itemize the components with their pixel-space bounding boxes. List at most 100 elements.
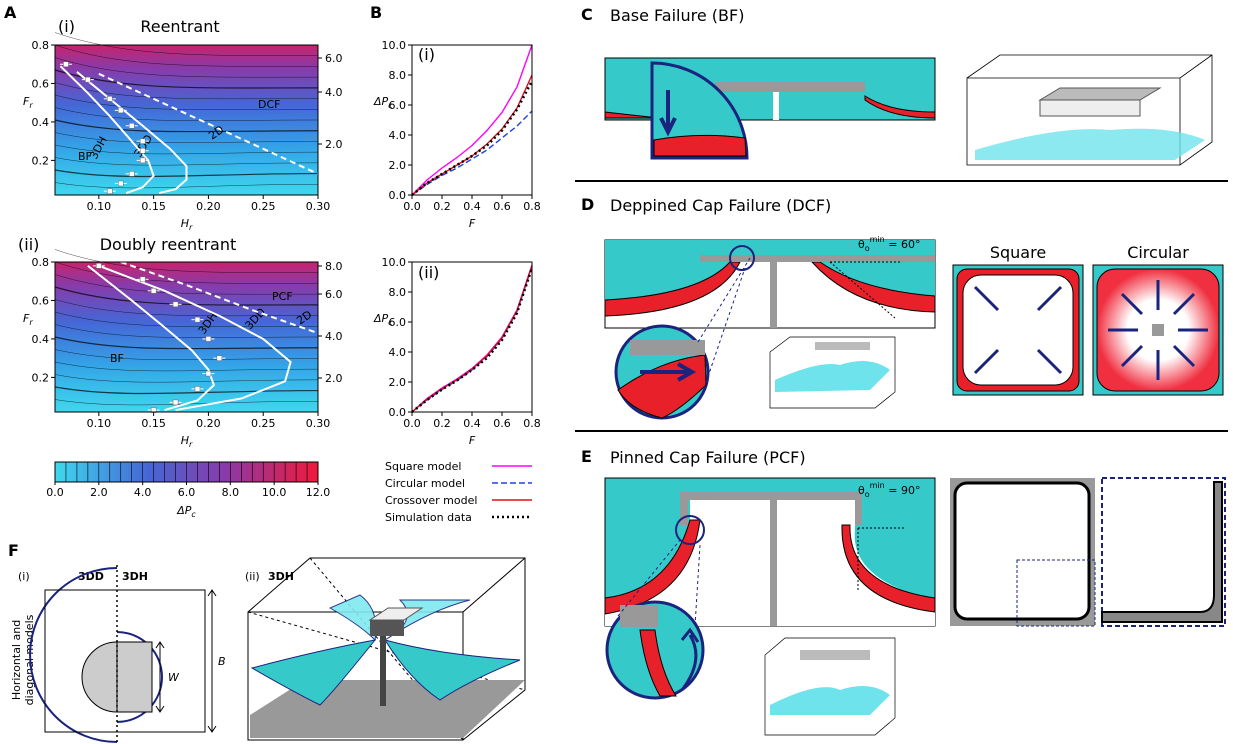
contour-line	[54, 157, 319, 166]
y-axis-label: Fr	[23, 95, 33, 110]
sim-point	[85, 76, 91, 83]
x-tick-label: 0.4	[463, 417, 481, 430]
arc	[29, 567, 118, 743]
x-tick-label: 4.0	[134, 486, 152, 499]
x-tick-label: 0.25	[251, 417, 276, 430]
surface	[975, 128, 1205, 160]
meniscus-zoom	[653, 134, 747, 157]
square-meniscus	[953, 481, 1091, 621]
post-3d	[1038, 87, 1162, 101]
post-stem	[380, 636, 386, 706]
x-tick-label: 8.0	[222, 486, 240, 499]
sim-point	[150, 407, 157, 413]
meniscus-inset	[1101, 481, 1223, 623]
x-tick-label: 0.0	[403, 200, 421, 213]
meniscus	[604, 261, 936, 317]
post-3d	[800, 650, 870, 660]
post-rim	[855, 500, 862, 525]
contour-line	[54, 144, 319, 155]
sim-point	[139, 148, 146, 154]
contour-line	[54, 399, 319, 406]
post-half	[81, 641, 118, 713]
contour-line	[54, 82, 319, 100]
x-tick-label: 6.0	[178, 486, 196, 499]
arrow	[640, 362, 697, 382]
x-tick-label: 0.0	[46, 486, 64, 499]
contour-line	[54, 324, 319, 338]
contour-label: 6.0	[325, 52, 343, 65]
surface	[770, 686, 890, 715]
contour-line	[54, 94, 319, 110]
region-label: DCF	[258, 98, 280, 111]
contour-line	[54, 361, 319, 372]
x-tick-label: 0.30	[306, 200, 331, 213]
x-axis-label-main: H	[181, 434, 189, 447]
sim-point	[139, 157, 146, 164]
contour-line	[54, 132, 319, 144]
chart-title: Doubly reentrant	[100, 235, 237, 254]
post-cap	[680, 492, 862, 500]
post-stem	[770, 262, 777, 328]
contour-label: 4.0	[325, 330, 343, 343]
panel-title: Deppined Cap Failure (DCF)	[610, 196, 831, 215]
contour-line	[54, 44, 319, 67]
meniscus-zoom	[639, 629, 677, 697]
x-tick-label: 0.25	[251, 200, 276, 213]
y-axis-label-sub: c	[388, 101, 393, 110]
x-tick-label: 0.10	[87, 417, 112, 430]
y-tick-label: 0.0	[389, 189, 407, 202]
arc	[116, 631, 163, 723]
y-tick-label: 8.0	[389, 69, 407, 82]
contour-line	[54, 57, 319, 78]
panel-c: C Base Failure (BF)	[581, 5, 1213, 166]
angle-sub: o	[865, 490, 870, 499]
contour-line	[54, 107, 319, 121]
boundary	[120, 261, 319, 335]
x-tick-label: 0.30	[306, 417, 331, 430]
x-tick-label: 10.0	[262, 486, 287, 499]
x-tick-label: 0.20	[196, 200, 221, 213]
post-3d	[370, 620, 404, 636]
x-tick-label: 0.15	[141, 200, 166, 213]
zoom-source	[675, 515, 705, 545]
sim-point	[118, 180, 124, 187]
post-top	[1152, 324, 1164, 336]
sim-point	[128, 171, 135, 177]
plot-bg	[412, 262, 532, 412]
chart-title: Reentrant	[140, 17, 219, 36]
x-axis-label-main: F	[469, 434, 476, 447]
plot-frame	[411, 44, 533, 196]
x-tick-label: 0.6	[493, 200, 511, 213]
x-tick-label: 0.20	[196, 417, 221, 430]
zoom-inset	[1101, 477, 1226, 627]
y-tick-label: 0.4	[32, 116, 50, 129]
contour-label: 2.0	[325, 138, 343, 151]
angle-value: = 60°	[885, 238, 921, 251]
y-tick-label: 0.6	[32, 77, 50, 90]
sim-point	[96, 263, 102, 269]
x-axis-label: Hr	[181, 434, 193, 449]
sim-point	[216, 355, 223, 361]
sim-point	[139, 138, 146, 144]
angle-label: θomin = 60°	[858, 235, 920, 253]
post-half	[116, 641, 153, 713]
y-axis-label-sub: r	[29, 101, 33, 110]
meniscus	[250, 639, 521, 706]
x-tick-label: 0.10	[87, 200, 112, 213]
angle-symbol: θ	[858, 484, 865, 497]
legend-label: Square model	[385, 460, 461, 473]
subtitle: (ii)	[418, 263, 439, 282]
panel-letter: D	[581, 195, 594, 214]
x-tick-label: 0.6	[493, 417, 511, 430]
y-axis-label-main: ΔP	[373, 312, 389, 325]
zoom-box	[1016, 559, 1096, 627]
arrow	[659, 90, 677, 137]
panel-letter: E	[581, 447, 592, 466]
contour-line	[54, 349, 319, 361]
panel-e: E Pinned Cap Failure (PCF) θomin = 90°	[581, 447, 1226, 736]
boundary	[98, 72, 319, 175]
sim-point	[150, 288, 157, 294]
y-tick-label: 2.0	[389, 159, 407, 172]
y-tick-label: 10.0	[382, 39, 407, 52]
y-axis-label: Fr	[23, 312, 33, 327]
